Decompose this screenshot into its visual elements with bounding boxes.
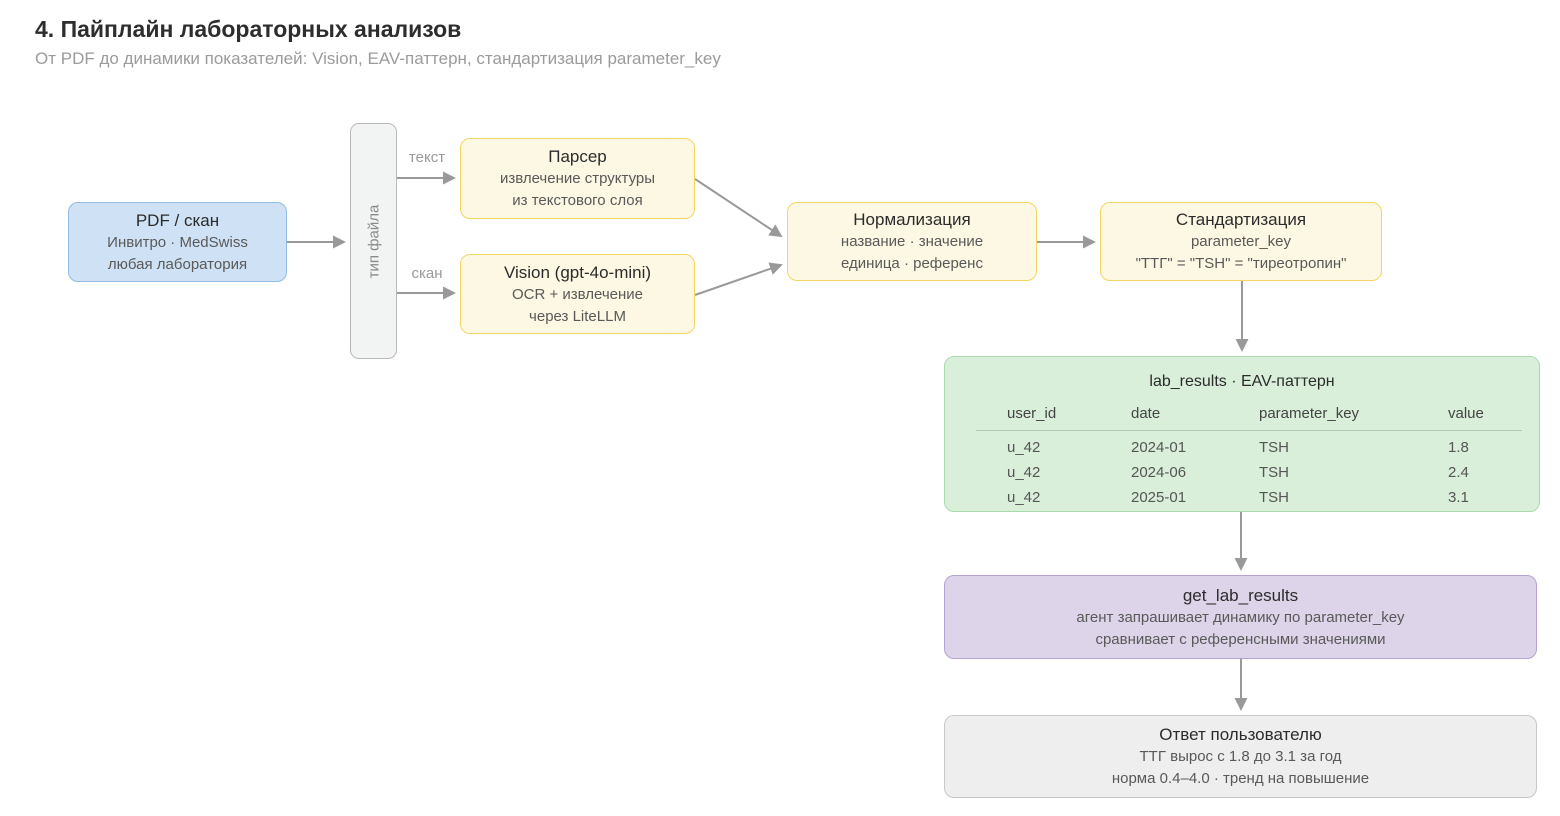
- cell-date: 2024-01: [1131, 439, 1187, 456]
- node-normalization-line2: единица · референс: [841, 255, 983, 272]
- node-standardization-line1: parameter_key: [1190, 233, 1292, 250]
- node-lab-results-table: lab_results · EAV-паттерн user_id date p…: [944, 356, 1540, 512]
- table-row: u_42 2024-01 TSH 1.8: [1007, 435, 1539, 460]
- node-pdf-scan: PDF / скан Инвитро · MedSwiss любая лабо…: [68, 202, 287, 282]
- node-parser-title: Парсер: [548, 147, 607, 166]
- node-get-lab-results: get_lab_results агент запрашивает динами…: [944, 575, 1537, 659]
- lab-results-title: lab_results · EAV-паттерн: [1149, 373, 1335, 390]
- cell-user-id: u_42: [1007, 489, 1041, 506]
- column-header: date: [1131, 405, 1161, 422]
- node-vision-line2: через LiteLLM: [529, 307, 626, 325]
- node-pdf-line1: Инвитро · MedSwiss: [107, 233, 248, 251]
- cell-parameter-key: TSH: [1259, 489, 1289, 506]
- node-standardization-line2: "ТТГ" = "TSH" = "тиреотропин": [1135, 255, 1347, 272]
- node-pdf-line2: любая лаборатория: [107, 255, 248, 273]
- column-header: parameter_key: [1259, 405, 1360, 422]
- node-get-lab-results-title: get_lab_results: [1182, 585, 1299, 605]
- column-header: user_id: [1007, 405, 1057, 422]
- cell-user-id: u_42: [1007, 464, 1041, 481]
- node-vision: Vision (gpt-4o-mini) OCR + извлечение че…: [460, 254, 695, 334]
- node-normalization-line1: название · значение: [840, 233, 984, 250]
- node-vision-title: Vision (gpt-4o-mini): [503, 262, 652, 282]
- node-normalization: Нормализация название · значение единица…: [787, 202, 1037, 281]
- node-get-lab-results-line2: сравнивает с референсными значениями: [1095, 630, 1386, 648]
- cell-user-id: u_42: [1007, 439, 1041, 456]
- node-file-type-label: тип файла: [365, 204, 383, 278]
- table-header-row: user_id date parameter_key value: [1007, 401, 1539, 426]
- node-parser-line2: из текстового слоя: [512, 192, 643, 209]
- edge-label-scan: скан: [411, 265, 443, 282]
- node-user-answer: Ответ пользователю ТТГ вырос с 1.8 до 3.…: [944, 715, 1537, 798]
- node-file-type: тип файла: [350, 123, 397, 359]
- page-title: 4. Пайплайн лабораторных анализов: [35, 16, 462, 42]
- node-user-answer-line2: норма 0.4–4.0 · тренд на повышение: [1111, 770, 1370, 787]
- cell-value: 1.8: [1448, 439, 1469, 456]
- cell-parameter-key: TSH: [1259, 439, 1289, 456]
- node-standardization: Стандартизация parameter_key "ТТГ" = "TS…: [1100, 202, 1382, 281]
- node-standardization-title: Стандартизация: [1175, 210, 1307, 229]
- node-pdf-title: PDF / скан: [135, 210, 220, 230]
- node-parser-line1: извлечение структуры: [499, 170, 656, 187]
- table-header-divider: [976, 430, 1522, 431]
- table-row: u_42 2024-06 TSH 2.4: [1007, 460, 1539, 485]
- edge-label-text: текст: [408, 149, 446, 166]
- node-get-lab-results-line1: агент запрашивает динамику по parameter_…: [1076, 608, 1405, 626]
- node-vision-line1: OCR + извлечение: [511, 285, 644, 303]
- cell-date: 2024-06: [1131, 464, 1187, 481]
- node-normalization-title: Нормализация: [853, 210, 971, 229]
- cell-value: 3.1: [1448, 489, 1469, 506]
- lab-results-table: user_id date parameter_key value u_42 20…: [945, 401, 1539, 510]
- node-user-answer-title: Ответ пользователю: [1159, 725, 1322, 744]
- node-user-answer-line1: ТТГ вырос с 1.8 до 3.1 за год: [1139, 748, 1342, 765]
- table-row: u_42 2025-01 TSH 3.1: [1007, 485, 1539, 510]
- node-parser: Парсер извлечение структуры из текстовог…: [460, 138, 695, 219]
- cell-date: 2025-01: [1131, 489, 1187, 506]
- column-header: value: [1448, 405, 1484, 422]
- cell-value: 2.4: [1448, 464, 1469, 481]
- cell-parameter-key: TSH: [1259, 464, 1289, 481]
- page-subtitle: От PDF до динамики показателей: Vision, …: [35, 49, 721, 68]
